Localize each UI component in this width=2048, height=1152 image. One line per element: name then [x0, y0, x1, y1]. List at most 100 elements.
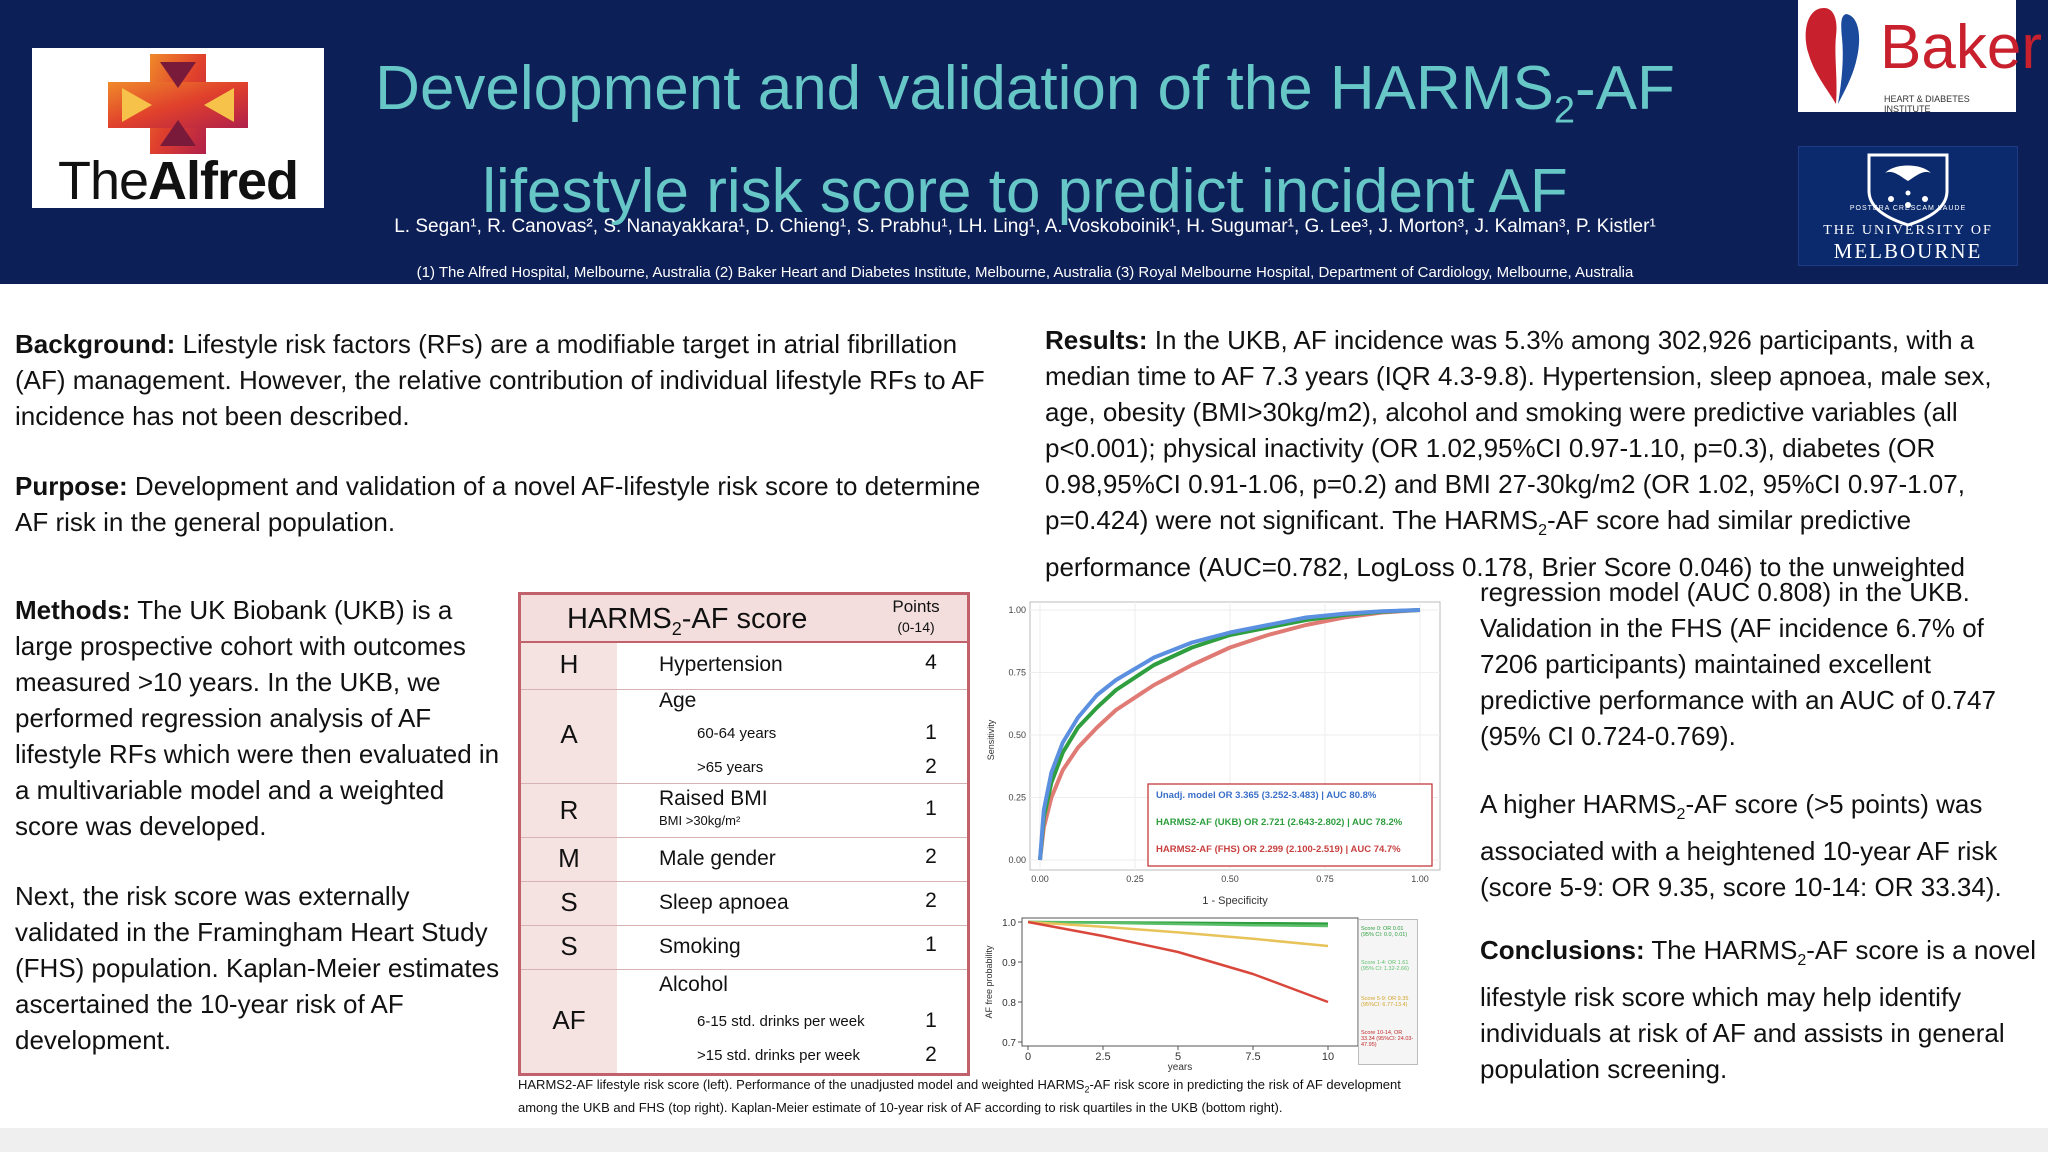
roc-xlabel: 1 - Specificity	[1202, 895, 1268, 907]
factor-alc-15: >15 std. drinks per week	[697, 1047, 861, 1064]
letter-m: M	[558, 843, 580, 873]
roc-ytick-label: 1.00	[1008, 605, 1026, 615]
km-legend-0: Score 0: OR 0.01 (95% CI: 0.0, 0.01)	[1361, 926, 1408, 938]
conclusions-label: Conclusions:	[1480, 935, 1645, 965]
factor-alcohol: Alcohol	[659, 973, 728, 996]
caption-subscript: 2	[1084, 1084, 1090, 1095]
poster-title: Development and validation of the HARMS2…	[330, 48, 1720, 233]
roc-xtick-label: 0.75	[1316, 874, 1334, 884]
university-of-melbourne-logo: POSTERA CRESCAM LAUDE THE UNIVERSITY OF …	[1798, 146, 2018, 266]
letter-a: A	[560, 719, 578, 749]
unimelb-line-1: THE UNIVERSITY OF	[1823, 223, 1993, 238]
score-table-title: HARMS2-AF score	[567, 603, 807, 640]
title-line-1: Development and validation of the HARMS	[375, 54, 1554, 123]
score-title-b: -AF score	[681, 603, 808, 635]
factor-smoking: Smoking	[659, 935, 741, 958]
unimelb-crest-icon	[1867, 153, 1949, 227]
affiliations: (1) The Alfred Hospital, Melbourne, Aust…	[416, 264, 1634, 281]
roc-ytick-label: 0.75	[1008, 668, 1026, 678]
results-subscript: 2	[1538, 522, 1547, 540]
roc-series-line	[1038, 608, 1421, 861]
conclusions-subscript: 2	[1797, 952, 1807, 970]
methods-text: The UK Biobank (UKB) is a large prospect…	[15, 595, 500, 841]
harms2-af-score-table: HARMS2-AF score Points (0-14) H Hypertens…	[518, 592, 970, 1076]
score-title-sub: 2	[671, 618, 682, 639]
alfred-cross-icon	[108, 54, 248, 154]
results-text-a: In the UKB, AF incidence was 5.3% among …	[1045, 325, 1992, 535]
points-alc-6-15: 1	[925, 1009, 937, 1032]
logo-alfred: Alfred	[148, 151, 299, 211]
baker-heart-icon	[1805, 8, 1860, 104]
results-continued: regression model (AUC 0.808) in the UKB.…	[1480, 577, 1996, 751]
points-header: Points (0-14)	[871, 597, 961, 637]
kaplan-meier-chart: 0 2.5 5 7.5 10 0.7 0.8 0.9 1.0 years AF free pro…	[984, 917, 1359, 1072]
points-hypertension: 4	[925, 651, 937, 674]
km-series-line	[1027, 920, 1329, 1004]
points-smoking: 1	[925, 933, 937, 956]
km-legend-2: Score 5-9: OR 9.35 (95%CI: 6.77-13.4)	[1361, 996, 1409, 1008]
roc-series-line	[1038, 608, 1421, 861]
roc-legend-unadj: Unadj. model OR 3.365 (3.252-3.483) | AU…	[1156, 790, 1377, 801]
factor-male: Male gender	[659, 847, 776, 870]
km-plot-area	[1021, 917, 1359, 1047]
points-label: Points	[892, 597, 940, 616]
roc-legend-ukb: HARMS2-AF (UKB) OR 2.721 (2.643-2.802) |…	[1156, 817, 1403, 828]
km-xtick-label: 2.5	[1095, 1051, 1110, 1063]
poster-header	[0, 0, 2048, 284]
risk-paragraph: A higher HARMS2-AF score (>5 points) was…	[1480, 786, 2040, 905]
roc-ytick-label: 0.50	[1008, 730, 1026, 740]
roc-curve-chart: 0.00 0.25 0.50 0.75 1.00 0.00 0.25 0.50 0.75 1.00…	[986, 601, 1441, 907]
points-alc-15: 2	[925, 1043, 937, 1066]
footer-strip	[0, 1128, 2048, 1152]
score-title-a: HARMS	[567, 603, 672, 635]
baker-subtitle: HEART & DIABETES INSTITUTE	[1884, 94, 1970, 114]
higher-text-b: -AF score (>5 points) was associated wit…	[1480, 789, 2002, 903]
unimelb-line-2: MELBOURNE	[1833, 239, 1983, 263]
km-xtick-label: 7.5	[1245, 1051, 1260, 1063]
purpose-text: Development and validation of a novel AF…	[15, 471, 981, 537]
km-xtick-label: 10	[1322, 1051, 1334, 1063]
km-legend-3: Score 10-14, OR 33.34 (95%CI: 24.03-47.9…	[1361, 1030, 1414, 1048]
title-subscript: 2	[1553, 89, 1575, 132]
km-ytick-label: 1.0	[1002, 918, 1016, 929]
caption-text-b: -AF risk score in predicting the risk of…	[518, 1077, 1401, 1115]
roc-ytick-label: 0.25	[1008, 793, 1026, 803]
points-age-60-64: 1	[925, 721, 937, 744]
km-ytick-label: 0.9	[1002, 958, 1016, 969]
points-age-65: 2	[925, 755, 937, 778]
validation-paragraph: Next, the risk score was externally vali…	[15, 881, 500, 1055]
background-text: Lifestyle risk factors (RFs) are a modif…	[15, 329, 985, 431]
factor-hypertension: Hypertension	[659, 653, 783, 676]
factor-age-60-64: 60-64 years	[697, 725, 777, 742]
factor-bmi: Raised BMI	[659, 787, 768, 810]
km-series-line	[1027, 920, 1329, 948]
km-ylabel: AF free probability	[984, 945, 994, 1019]
letter-af: AF	[552, 1005, 586, 1035]
km-legend-1: Score 1-4: OR 1.61 (95% CI: 1.32-2.66)	[1361, 960, 1409, 972]
author-list: L. Segan¹, R. Canovas², S. Nanayakkara¹,…	[394, 216, 1656, 237]
points-sleep: 2	[925, 889, 937, 912]
factor-sleep: Sleep apnoea	[659, 891, 789, 914]
letter-column	[521, 643, 617, 1073]
roc-xtick-label: 0.50	[1221, 874, 1239, 884]
km-legend: Score 0: OR 0.01 (95% CI: 0.0, 0.01) Sco…	[1358, 919, 1418, 1065]
title-line-2: lifestyle risk score to predict incident…	[482, 157, 1568, 227]
conclusions-text-a: The HARMS	[1644, 935, 1798, 965]
background-label: Background:	[15, 329, 176, 359]
methods-section: Methods: The UK Biobank (UKB) is a large…	[15, 592, 515, 844]
results-label: Results:	[1045, 325, 1148, 355]
results-section: Results: In the UKB, AF incidence was 5.…	[1045, 322, 2035, 585]
alfred-hospital-logo: TheAlfred	[32, 48, 324, 211]
roc-xtick-label: 0.00	[1031, 874, 1049, 884]
results-text-b: -AF score had similar predictive perform…	[1045, 505, 1965, 583]
purpose-section: Purpose: Development and validation of a…	[15, 468, 1005, 540]
km-xtick-label: 0	[1025, 1051, 1031, 1063]
letter-s-sleep: S	[560, 887, 578, 917]
methods-label: Methods:	[15, 595, 131, 625]
higher-subscript: 2	[1676, 806, 1686, 824]
figure-caption: HARMS2-AF lifestyle risk score (left). P…	[518, 1076, 1438, 1117]
factor-age: Age	[659, 689, 697, 712]
km-xtick-label: 5	[1175, 1051, 1181, 1063]
score-table-header: HARMS2-AF score Points (0-14)	[521, 595, 967, 643]
caption-text-a: HARMS2-AF lifestyle risk score (left). P…	[518, 1077, 1085, 1092]
